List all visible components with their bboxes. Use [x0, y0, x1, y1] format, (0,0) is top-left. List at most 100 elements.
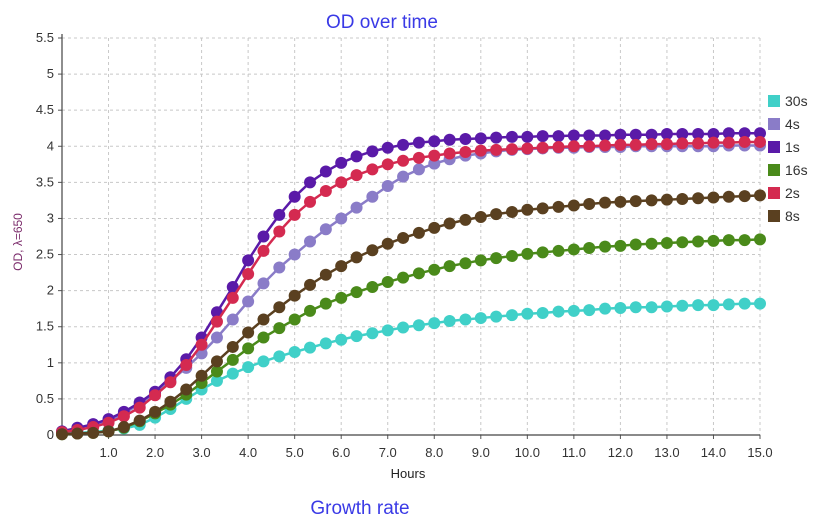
data-point	[350, 201, 363, 214]
data-point	[707, 234, 720, 247]
data-point	[599, 302, 612, 315]
data-point	[599, 129, 612, 142]
data-point	[692, 299, 705, 312]
data-point	[257, 277, 270, 290]
data-point	[273, 322, 286, 335]
data-point	[381, 275, 394, 288]
data-point	[335, 333, 348, 346]
data-point	[738, 297, 751, 310]
data-point	[288, 208, 301, 221]
data-point	[164, 376, 177, 389]
x-tick-label: 8.0	[425, 445, 443, 460]
data-point	[567, 199, 580, 212]
data-point	[304, 278, 317, 291]
data-point	[381, 141, 394, 154]
data-point	[660, 138, 673, 151]
data-point	[242, 254, 255, 267]
data-point	[536, 202, 549, 215]
data-point	[583, 304, 596, 317]
data-point	[552, 140, 565, 153]
data-point	[71, 427, 84, 440]
series-line	[61, 238, 761, 436]
data-point	[335, 260, 348, 273]
data-point	[474, 312, 487, 325]
data-point	[599, 139, 612, 152]
data-point	[645, 194, 658, 207]
y-tick-labels: 0 0.5 1 1.5 2 2.5 3 3.5 4 4.5 5 5.5	[36, 30, 54, 442]
data-point	[195, 369, 208, 382]
data-point	[692, 235, 705, 248]
legend-label: 30s	[785, 93, 808, 109]
legend-label: 1s	[785, 139, 800, 155]
data-point	[583, 129, 596, 142]
data-point	[288, 190, 301, 203]
data-point	[459, 257, 472, 270]
data-point	[583, 198, 596, 211]
legend-label: 4s	[785, 116, 800, 132]
data-point	[754, 135, 766, 148]
data-point	[459, 146, 472, 159]
data-point	[242, 342, 255, 355]
data-point	[738, 190, 751, 203]
data-point	[521, 142, 534, 155]
data-point	[304, 176, 317, 189]
data-point	[474, 144, 487, 157]
data-point	[133, 401, 146, 414]
x-tick-label: 2.0	[146, 445, 164, 460]
data-point	[722, 136, 735, 149]
data-point	[443, 217, 456, 230]
series-group	[56, 127, 766, 441]
x-tick-label: 10.0	[515, 445, 540, 460]
data-point	[117, 410, 130, 423]
data-point	[505, 205, 518, 218]
data-point	[102, 425, 115, 438]
data-point	[412, 136, 425, 149]
data-point	[366, 145, 379, 158]
data-point	[350, 251, 363, 264]
data-point	[226, 340, 239, 353]
x-axis-label: Hours	[391, 466, 426, 481]
x-tick-label: 11.0	[562, 445, 586, 460]
legend-swatch	[768, 164, 780, 176]
data-point	[288, 345, 301, 358]
data-point	[350, 330, 363, 343]
y-tick-label: 5	[47, 66, 54, 81]
data-point	[226, 353, 239, 366]
x-tick-label: 9.0	[472, 445, 490, 460]
data-point	[149, 389, 162, 402]
data-point	[350, 150, 363, 163]
data-point	[366, 281, 379, 294]
data-point	[521, 203, 534, 216]
data-point	[629, 195, 642, 208]
data-point	[722, 190, 735, 203]
data-point	[412, 151, 425, 164]
data-point	[288, 248, 301, 261]
data-point	[381, 237, 394, 250]
growth-rate-label: Growth rate	[310, 498, 409, 518]
data-point	[257, 313, 270, 326]
data-point	[242, 361, 255, 374]
data-point	[754, 233, 766, 246]
data-point	[210, 355, 223, 368]
data-point	[676, 299, 689, 312]
data-point	[335, 176, 348, 189]
data-point	[490, 310, 503, 323]
data-point	[381, 324, 394, 337]
legend: 30s 4s 1s 16s 2s 8s	[768, 93, 808, 224]
series-4s	[56, 139, 766, 439]
data-point	[660, 300, 673, 313]
data-point	[645, 237, 658, 250]
legend-label: 16s	[785, 162, 808, 178]
data-point	[645, 128, 658, 141]
data-point	[738, 234, 751, 247]
data-point	[164, 395, 177, 408]
data-point	[273, 208, 286, 221]
data-point	[707, 191, 720, 204]
data-point	[257, 230, 270, 243]
data-point	[614, 301, 627, 314]
data-point	[552, 130, 565, 143]
data-point	[629, 128, 642, 141]
data-point	[692, 192, 705, 205]
data-point	[319, 185, 332, 198]
data-point	[257, 355, 270, 368]
